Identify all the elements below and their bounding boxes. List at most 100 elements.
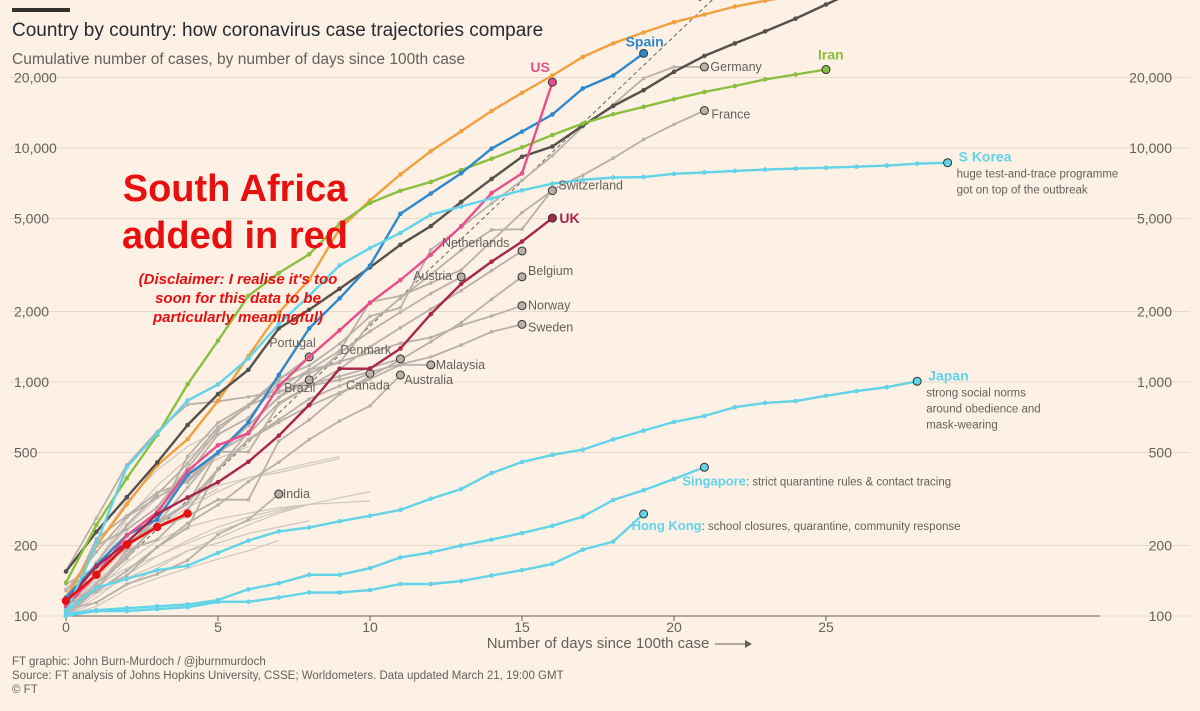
data-point xyxy=(458,199,464,205)
data-point xyxy=(307,418,312,422)
series-line xyxy=(64,161,948,613)
data-point xyxy=(185,521,190,526)
data-point xyxy=(489,156,494,162)
data-point xyxy=(185,468,190,474)
data-point xyxy=(94,585,99,591)
label-australia: Australia xyxy=(404,373,453,387)
disclaimer-line1: (Disclaimer: I realise it's too xyxy=(139,271,338,288)
data-point xyxy=(914,161,920,167)
end-point xyxy=(821,65,831,75)
data-point xyxy=(580,447,586,452)
data-point xyxy=(489,176,494,182)
data-point xyxy=(306,525,312,530)
y-tick-label-right: 10,000 xyxy=(1129,140,1172,156)
data-point xyxy=(306,402,312,408)
data-point xyxy=(154,460,160,465)
data-point xyxy=(641,30,646,35)
data-point xyxy=(641,76,646,81)
y-tick-label-right: 200 xyxy=(1149,538,1173,554)
data-point xyxy=(672,65,676,69)
data-point xyxy=(306,572,312,578)
data-point xyxy=(641,87,646,93)
data-point xyxy=(429,247,433,252)
data-point xyxy=(368,345,372,349)
data-point xyxy=(428,496,434,502)
data-point xyxy=(489,228,494,232)
data-point xyxy=(277,417,281,422)
data-point xyxy=(155,545,159,549)
label-note-line: around obedience and xyxy=(926,403,1040,415)
data-point xyxy=(185,563,190,569)
data-point xyxy=(337,384,342,388)
data-point xyxy=(489,573,494,578)
data-point xyxy=(398,346,403,351)
data-point xyxy=(641,487,646,493)
data-point xyxy=(580,54,586,60)
data-point xyxy=(246,395,251,399)
data-point xyxy=(94,541,99,546)
chart-title: Country by country: how coronavirus case… xyxy=(12,20,544,41)
data-point xyxy=(246,430,251,436)
label-netherlands: Netherlands xyxy=(442,236,509,250)
data-point xyxy=(610,437,616,442)
x-tick-label: 0 xyxy=(62,619,70,635)
data-point xyxy=(306,252,312,257)
data-point xyxy=(429,281,433,285)
data-point xyxy=(489,108,494,114)
data-point xyxy=(246,356,251,361)
background-line xyxy=(65,500,371,617)
data-point xyxy=(519,129,525,134)
data-point xyxy=(428,212,434,218)
data-point xyxy=(337,221,342,227)
data-point xyxy=(276,383,282,389)
end-point xyxy=(517,246,527,256)
data-point xyxy=(489,329,494,334)
data-point xyxy=(276,433,282,438)
annotation-line1: South Africa xyxy=(123,168,348,210)
series-line xyxy=(64,68,827,584)
data-point xyxy=(610,175,616,180)
data-point xyxy=(428,550,434,555)
data-point xyxy=(125,527,129,532)
data-point xyxy=(458,170,464,176)
data-point xyxy=(246,587,251,592)
data-point xyxy=(215,479,221,485)
top-rule xyxy=(12,8,70,12)
label-japan: Japan xyxy=(928,367,968,383)
end-point xyxy=(395,370,405,380)
data-point xyxy=(519,171,525,176)
data-point xyxy=(154,567,160,573)
data-point xyxy=(215,398,221,404)
label-uk: UK xyxy=(559,210,579,226)
data-point xyxy=(337,286,342,292)
data-point xyxy=(398,310,403,314)
label-austria: Austria xyxy=(413,269,452,283)
data-point xyxy=(823,393,829,399)
x-tick-label: 5 xyxy=(214,619,222,635)
x-tick-label: 20 xyxy=(666,619,682,635)
end-point xyxy=(395,354,405,364)
data-point xyxy=(793,16,798,21)
series-line xyxy=(65,323,523,585)
data-point xyxy=(246,367,251,373)
label-note: : strict quarantine rules & contact trac… xyxy=(746,476,951,488)
data-point xyxy=(94,581,99,586)
data-point xyxy=(276,372,282,378)
data-point xyxy=(489,201,494,206)
data-point xyxy=(581,173,585,177)
data-point xyxy=(124,533,130,538)
data-point xyxy=(429,307,433,311)
data-point xyxy=(277,420,281,425)
data-point xyxy=(337,366,342,371)
data-point xyxy=(520,210,524,215)
data-point xyxy=(519,459,525,465)
data-point xyxy=(459,323,464,328)
data-point xyxy=(458,578,464,584)
data-point xyxy=(367,245,373,251)
data-point xyxy=(671,69,677,75)
series-australia xyxy=(64,370,405,607)
data-point xyxy=(154,431,160,436)
data-point xyxy=(246,497,251,502)
data-point xyxy=(702,53,707,59)
data-point xyxy=(185,461,190,466)
